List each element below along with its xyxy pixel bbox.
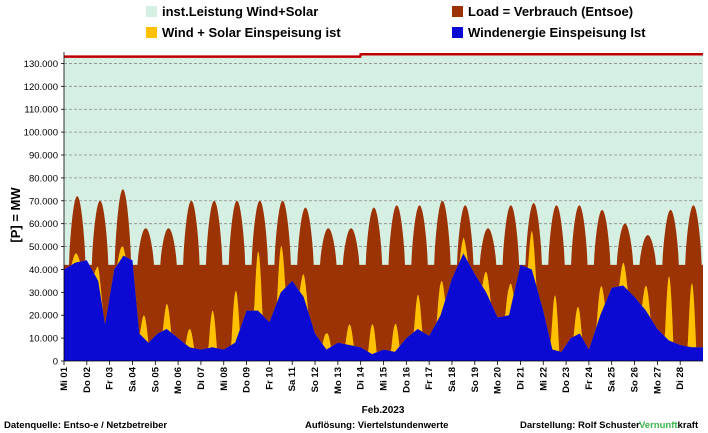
- y-tick-label: 0: [53, 357, 58, 368]
- brand-black: kraft: [678, 420, 699, 431]
- x-tick-label: Di 14: [356, 366, 367, 389]
- x-tick-label: Mi 08: [219, 367, 230, 391]
- legend: inst.Leistung Wind+Solar Load = Verbrauch…: [146, 4, 646, 40]
- plot-area: [64, 53, 703, 361]
- x-tick-label: Mi 01: [59, 366, 70, 390]
- y-tick-label: 30.000: [29, 288, 58, 299]
- wind-area: [64, 253, 703, 361]
- legend-swatch: [452, 6, 463, 17]
- footer-source: Datenquelle: Entso-e / Netzbetreiber: [4, 420, 167, 431]
- y-tick-label: 90.000: [29, 151, 58, 162]
- x-tick-label: Sa 04: [127, 366, 138, 392]
- x-tick-label: Mo 27: [652, 367, 663, 394]
- installed-capacity-line: [64, 53, 703, 58]
- x-tick-label: Di 21: [515, 366, 526, 389]
- footer-resolution: Auflösung: Viertelstundenwerte: [305, 420, 448, 431]
- x-tick-label: Sa 25: [607, 366, 618, 392]
- x-tick-label: Sa 11: [287, 366, 298, 391]
- legend-label: Load = Verbrauch (Entsoe): [468, 4, 633, 19]
- y-tick-label: 120.000: [24, 82, 58, 93]
- x-tick-label: Do 09: [242, 367, 253, 393]
- x-tick-label: Fr 10: [264, 367, 275, 390]
- y-axis: 0 10.000 20.000 30.000 40.000 50.000 60.000 70.…: [24, 52, 65, 368]
- y-tick-label: 110.000: [24, 105, 58, 116]
- x-axis-label: Feb.2023: [362, 405, 405, 416]
- x-tick-label: Sa 18: [447, 367, 458, 392]
- x-axis: Mi 01 Do 02 Fr 03 Sa 04 So 05 Mo 06 Di 07 Mi 08…: [59, 360, 703, 394]
- footer-author: Darstellung: Rolf Schuster: [520, 420, 640, 431]
- x-tick-label: Fr 17: [424, 367, 435, 390]
- x-tick-label: Di 07: [196, 367, 207, 390]
- x-tick-label: Do 16: [401, 367, 412, 393]
- y-tick-label: 70.000: [29, 196, 58, 207]
- x-tick-label: Fr 24: [584, 366, 595, 389]
- y-tick-label: 80.000: [29, 173, 58, 184]
- x-tick-label: So 19: [470, 367, 481, 392]
- y-tick-label: 100.000: [24, 128, 58, 139]
- x-tick-label: Fr 03: [105, 367, 116, 390]
- x-tick-label: Mi 15: [379, 366, 390, 390]
- legend-label: Windenergie Einspeisung Ist: [468, 25, 646, 40]
- x-tick-label: So 12: [310, 367, 321, 392]
- x-tick-label: Mo 13: [333, 367, 344, 394]
- y-tick-label: 130.000: [24, 59, 58, 70]
- y-tick-label: 50.000: [29, 242, 58, 253]
- x-tick-label: Mo 20: [493, 367, 504, 394]
- y-tick-label: 20.000: [29, 311, 58, 322]
- legend-label: Wind + Solar Einspeisung ist: [162, 25, 341, 40]
- x-tick-label: Di 28: [675, 367, 686, 390]
- x-tick-label: So 26: [630, 367, 641, 392]
- y-axis-label: [P] = MW: [8, 187, 23, 243]
- x-tick-label: Do 02: [82, 367, 93, 393]
- x-tick-label: Mo 06: [173, 367, 184, 394]
- brand-logo-text: Vernunftkraft: [639, 420, 699, 431]
- y-tick-label: 10.000: [29, 334, 58, 345]
- x-tick-label: So 05: [150, 366, 161, 392]
- y-tick-label: 60.000: [29, 219, 58, 230]
- legend-label: inst.Leistung Wind+Solar: [162, 4, 318, 19]
- x-tick-label: Mi 22: [538, 367, 549, 391]
- brand-green: Vernunft: [639, 420, 678, 431]
- legend-swatch: [452, 27, 463, 38]
- legend-swatch: [146, 27, 157, 38]
- x-tick-label: Do 23: [561, 367, 572, 393]
- legend-swatch: [146, 6, 157, 17]
- y-tick-label: 40.000: [29, 265, 58, 276]
